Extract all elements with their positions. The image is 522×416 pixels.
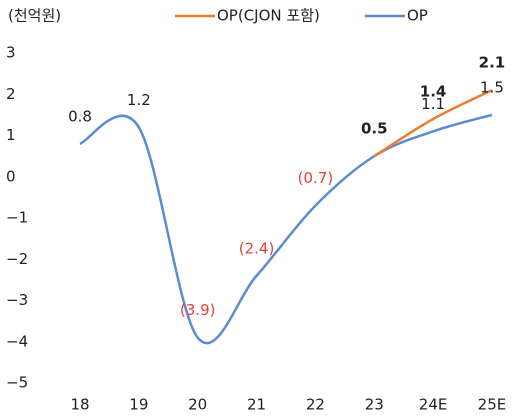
series-line — [373, 89, 493, 158]
data-label: 1.5 — [480, 78, 504, 96]
series-line — [79, 113, 493, 345]
x-tick-label: 20 — [188, 396, 207, 414]
x-tick-label: 18 — [70, 396, 89, 414]
y-tick-label: −2 — [6, 250, 28, 268]
y-tick-label: −3 — [6, 291, 28, 309]
data-label: 1.2 — [127, 91, 151, 109]
legend-label: OP — [407, 7, 428, 25]
data-label: 0.5 — [361, 120, 388, 138]
y-tick-label: −1 — [6, 209, 28, 227]
y-tick-label: 3 — [6, 44, 16, 62]
legend-label: OP(CJON 포함) — [217, 7, 320, 25]
x-tick-label: 19 — [129, 396, 148, 414]
data-label: 2.1 — [479, 54, 506, 72]
data-label: 1.1 — [421, 95, 445, 113]
data-label: (0.7) — [298, 169, 334, 187]
unit-label: (천억원) — [8, 7, 61, 25]
x-tick-label: 25E — [478, 396, 507, 414]
data-label: 1.4 — [420, 83, 447, 101]
y-tick-label: 1 — [6, 126, 16, 144]
y-tick-label: −5 — [6, 374, 28, 392]
data-label: (3.9) — [180, 301, 216, 319]
x-tick-label: 24E — [419, 396, 448, 414]
x-tick-label: 21 — [247, 396, 266, 414]
data-label: (2.4) — [239, 239, 275, 257]
y-tick-label: −4 — [6, 332, 28, 350]
y-tick-label: 0 — [6, 167, 16, 185]
x-tick-label: 23 — [365, 396, 384, 414]
y-tick-label: 2 — [6, 85, 16, 103]
x-tick-label: 22 — [306, 396, 325, 414]
data-label: 0.8 — [68, 107, 92, 125]
